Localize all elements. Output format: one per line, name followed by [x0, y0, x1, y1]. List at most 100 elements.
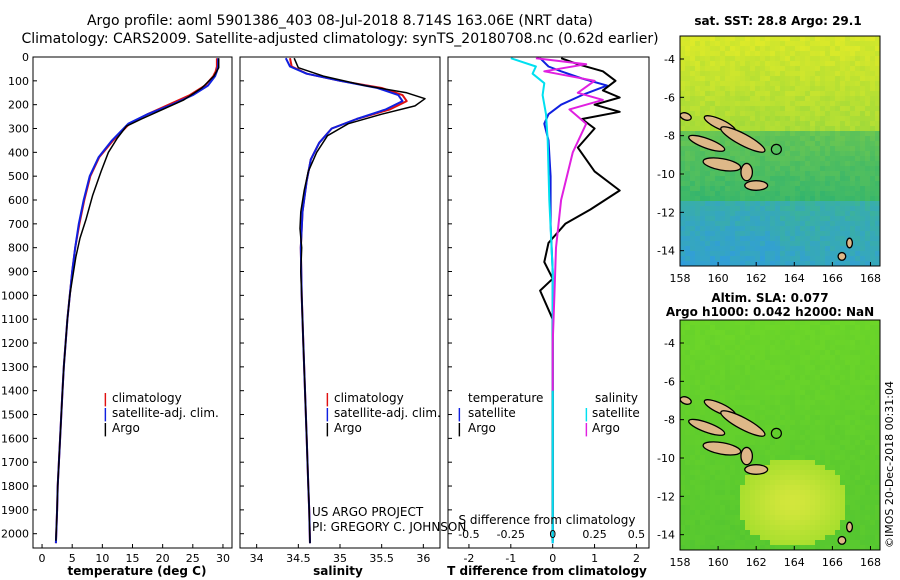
map-cell — [875, 96, 880, 102]
map-cell — [820, 171, 826, 177]
map-cell — [835, 520, 841, 526]
map-cell — [755, 251, 761, 257]
map-cell — [705, 121, 711, 127]
map-cell — [700, 385, 706, 391]
map-cell — [725, 425, 731, 431]
map-cell — [785, 181, 791, 187]
map-cell — [715, 520, 721, 526]
map-cell — [825, 71, 831, 77]
map-cell — [735, 211, 741, 217]
map-cell — [815, 71, 821, 77]
map-cell — [800, 370, 806, 376]
map-cell — [815, 530, 821, 536]
map-cell — [830, 330, 836, 336]
map-cell — [760, 246, 766, 252]
map-cell — [790, 335, 796, 341]
map-cell — [805, 181, 811, 187]
map-cell — [755, 166, 761, 172]
map-cell — [845, 91, 851, 97]
map-cell — [785, 480, 791, 486]
map-cell — [870, 76, 876, 82]
map-cell — [740, 395, 746, 401]
sla-map — [680, 320, 880, 550]
map-cell — [700, 76, 706, 82]
map-cell — [685, 201, 691, 207]
map-cell — [830, 520, 836, 526]
map-cell — [705, 176, 711, 182]
map-cell — [775, 76, 781, 82]
map-cell — [860, 176, 866, 182]
map-cell — [855, 490, 861, 496]
map-cell — [755, 395, 761, 401]
map-cell — [830, 540, 836, 546]
map-cell — [770, 66, 776, 72]
depth-tick-label: 600 — [8, 194, 29, 207]
map-cell — [865, 196, 871, 202]
map-cell — [815, 525, 821, 531]
map-cell — [730, 201, 736, 207]
map-cell — [760, 176, 766, 182]
map-cell — [760, 360, 766, 366]
map-cell — [750, 221, 756, 227]
map-cell — [710, 350, 716, 356]
map-cell — [715, 490, 721, 496]
map-cell — [870, 51, 876, 57]
map-cell — [770, 71, 776, 77]
map-cell — [800, 121, 806, 127]
map-cell — [745, 111, 751, 117]
map-cell — [705, 51, 711, 57]
map-cell — [875, 390, 880, 396]
map-cell — [860, 390, 866, 396]
map-cell — [845, 455, 851, 461]
map-cell — [825, 46, 831, 52]
map-cell — [805, 256, 811, 262]
map-cell — [805, 365, 811, 371]
map-cell — [770, 126, 776, 132]
map-cell — [865, 515, 871, 521]
map-cell — [765, 126, 771, 132]
map-cell — [835, 530, 841, 536]
map-cell — [730, 475, 736, 481]
map-cell — [775, 231, 781, 237]
map-cell — [730, 380, 736, 386]
map-cell — [825, 325, 831, 331]
map-cell — [760, 410, 766, 416]
map-cell — [740, 525, 746, 531]
map-cell — [790, 385, 796, 391]
map-cell — [825, 136, 831, 142]
map-cell — [700, 156, 706, 162]
map-cell — [870, 435, 876, 441]
map-cell — [695, 36, 701, 42]
map-cell — [710, 420, 716, 426]
map-cell — [810, 66, 816, 72]
map-cell — [750, 390, 756, 396]
map-cell — [705, 380, 711, 386]
map-cell — [850, 345, 856, 351]
map-cell — [745, 435, 751, 441]
map-cell — [770, 430, 776, 436]
map-cell — [845, 490, 851, 496]
map-cell — [780, 340, 786, 346]
map-cell — [800, 216, 806, 222]
map-cell — [815, 350, 821, 356]
map-cell — [730, 530, 736, 536]
map-cell — [795, 111, 801, 117]
map-cell — [715, 171, 721, 177]
map-cell — [685, 360, 691, 366]
map-cell — [820, 191, 826, 197]
map-cell — [770, 395, 776, 401]
map-cell — [740, 221, 746, 227]
map-cell — [855, 405, 861, 411]
map-cell — [845, 246, 851, 252]
map-cell — [755, 435, 761, 441]
map-cell — [845, 76, 851, 82]
map-cell — [785, 460, 791, 466]
map-cell — [810, 256, 816, 262]
map-cell — [725, 81, 731, 87]
map-cell — [780, 121, 786, 127]
map-cell — [745, 56, 751, 62]
map-cell — [820, 365, 826, 371]
map-cell — [695, 460, 701, 466]
map-cell — [690, 360, 696, 366]
map-cell — [680, 201, 686, 207]
